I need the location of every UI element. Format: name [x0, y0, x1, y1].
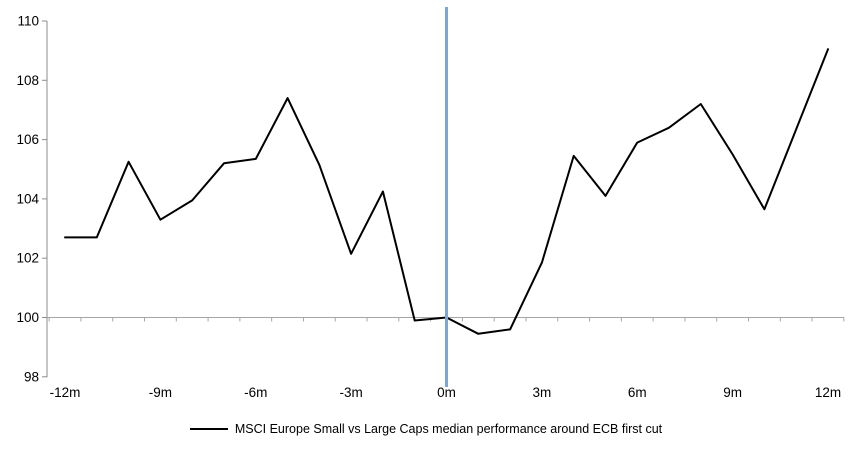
y-tick-label: 110: [17, 14, 39, 29]
legend: MSCI Europe Small vs Large Caps median p…: [0, 419, 852, 439]
chart-svg: 98 100 102 104 106 108 110 -12m -9m -6m -3m 0m 3m 6m 9…: [16, 7, 845, 400]
x-tick-label: 3m: [532, 385, 551, 400]
x-tick-label: 0m: [437, 385, 456, 400]
x-tick-label: 9m: [723, 385, 742, 400]
x-tick-label: 6m: [628, 385, 647, 400]
plot-area: 98 100 102 104 106 108 110 -12m -9m -6m -3m 0m 3m 6m 9…: [16, 7, 845, 400]
y-tick-label: 100: [16, 310, 39, 325]
x-tick-label: -12m: [50, 385, 81, 400]
y-tick-label: 108: [16, 73, 39, 88]
y-tick-label: 102: [16, 251, 39, 266]
legend-line-swatch: [189, 428, 228, 430]
legend-label: MSCI Europe Small vs Large Caps median p…: [234, 422, 663, 436]
y-tick-label: 106: [16, 132, 39, 147]
y-tick-label: 98: [24, 369, 39, 384]
x-tick-label: -6m: [244, 385, 267, 400]
x-tick-label: 12m: [815, 385, 841, 400]
x-tick-label: -3m: [340, 385, 363, 400]
x-tick-label: -9m: [149, 385, 172, 400]
y-tick-label: 104: [16, 191, 39, 206]
